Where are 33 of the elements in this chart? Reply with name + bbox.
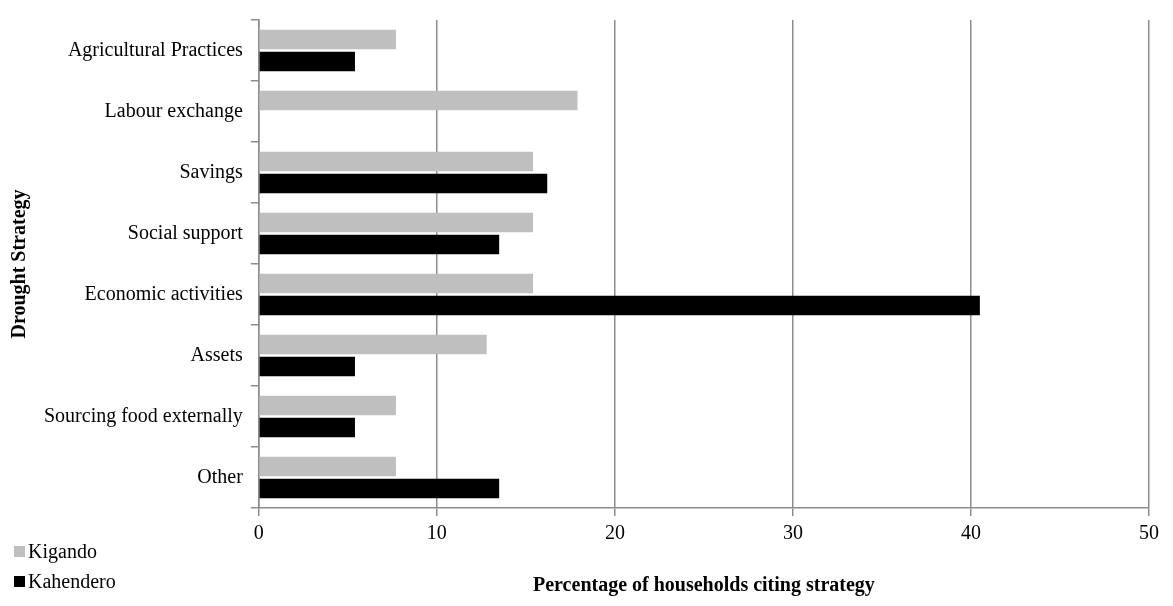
x-tick-label: 30 — [782, 521, 803, 544]
bar — [259, 456, 396, 477]
bar — [259, 295, 980, 316]
y-axis-title: Drought Strategy — [7, 189, 31, 339]
y-tick-label: Other — [197, 464, 244, 487]
bar — [259, 356, 355, 377]
bar — [259, 234, 500, 255]
bar — [259, 173, 548, 194]
bar — [259, 273, 534, 294]
legend-label: Kahendero — [28, 569, 116, 593]
y-tick-label: Social support — [127, 220, 244, 244]
x-tick-label: 10 — [426, 521, 447, 544]
bar — [259, 395, 396, 416]
x-tick-label: 50 — [1139, 521, 1159, 544]
bar — [259, 151, 534, 172]
y-tick-label: Sourcing food externally — [43, 403, 243, 427]
x-axis-title: Percentage of households citing strategy — [533, 573, 875, 597]
bar — [259, 212, 534, 233]
x-tick-label: 0 — [253, 521, 264, 544]
legend-label: Kigando — [28, 539, 97, 563]
bar — [259, 417, 355, 438]
bar — [259, 90, 578, 111]
x-tick-label: 40 — [960, 521, 981, 544]
y-tick-label: Savings — [179, 159, 244, 183]
y-tick-label: Assets — [190, 342, 244, 365]
y-tick-label: Agricultural Practices — [67, 37, 244, 61]
bar — [259, 29, 396, 50]
bar — [259, 51, 355, 72]
bar — [259, 334, 487, 355]
x-tick-label: 20 — [604, 521, 625, 544]
y-tick-label: Economic activities — [84, 281, 244, 304]
bar — [259, 478, 500, 499]
y-tick-label: Labour exchange — [104, 98, 243, 122]
